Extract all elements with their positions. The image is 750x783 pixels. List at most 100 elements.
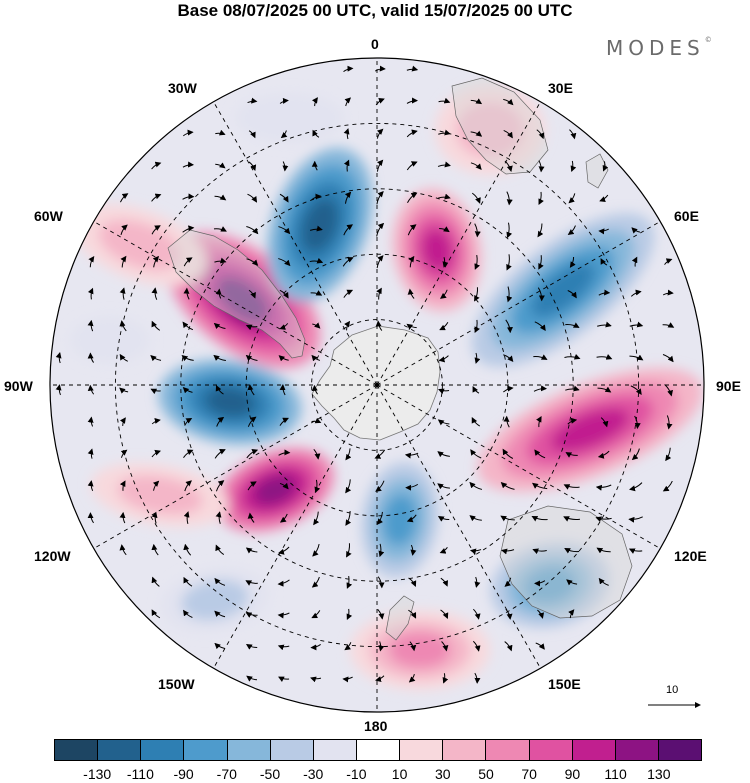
wind-arrow <box>470 130 483 137</box>
wind-arrow <box>344 191 352 204</box>
wind-arrow <box>569 129 577 140</box>
wind-arrow <box>87 448 94 459</box>
wind-arrow <box>503 354 514 363</box>
wind-arrow <box>183 511 190 525</box>
wind-arrow <box>505 319 513 334</box>
wind-arrow <box>151 417 161 425</box>
wind-arrow <box>378 543 385 558</box>
wind-arrow <box>470 162 482 170</box>
wind-arrow <box>279 417 289 426</box>
wind-arrow <box>598 289 611 296</box>
colorbar-segment <box>486 740 530 760</box>
wind-arrow <box>438 388 450 395</box>
wind-arrow <box>245 580 258 586</box>
meridian-line <box>213 384 378 669</box>
wind-arrow <box>314 479 321 494</box>
wind-arrow <box>346 575 353 589</box>
wind-arrow <box>278 258 291 267</box>
lon-label-90w: 90W <box>4 378 33 394</box>
colorbar-segment <box>227 740 271 760</box>
wind-arrow <box>503 129 513 139</box>
wind-arrow <box>376 222 385 237</box>
wind-arrow <box>280 130 288 139</box>
wind-arrow <box>343 128 350 140</box>
lon-label-60w: 60W <box>34 208 63 224</box>
wind-arrow <box>506 254 512 271</box>
negative-anomaly-contour <box>301 198 339 252</box>
wind-arrow <box>151 609 161 619</box>
wind-arrow <box>564 548 579 554</box>
wind-arrow <box>282 161 289 172</box>
wind-arrow <box>501 548 515 555</box>
wind-arrow <box>471 417 481 427</box>
wind-arrow <box>470 98 483 105</box>
wind-arrow <box>564 353 581 360</box>
wind-arrow <box>536 416 542 428</box>
wind-arrow <box>565 385 580 392</box>
wind-arrow <box>310 676 322 683</box>
meridian-line <box>376 221 661 386</box>
wind-arrow <box>151 511 158 524</box>
wind-arrow <box>439 322 449 331</box>
wind-arrow <box>600 258 608 266</box>
wind-arrow <box>565 452 578 458</box>
wind-arrow <box>568 609 575 619</box>
wind-arrow <box>631 448 640 461</box>
wind-arrow <box>343 289 354 298</box>
wind-arrow <box>629 321 644 328</box>
wind-arrow <box>279 323 289 330</box>
wind-arrow <box>151 449 161 458</box>
meridian-line <box>93 221 378 386</box>
wind-arrow <box>183 449 194 458</box>
wind-arrow <box>246 675 258 682</box>
wind-arrow <box>345 479 352 494</box>
wind-arrow <box>666 415 673 430</box>
wind-arrow <box>628 548 643 554</box>
lon-label-60e: 60E <box>674 208 699 224</box>
wind-arrow <box>503 385 514 393</box>
wind-arrow <box>184 480 192 492</box>
wind-arrow <box>183 257 193 267</box>
wind-arrow <box>216 416 225 427</box>
wind-arrow <box>151 576 160 587</box>
wind-arrow <box>343 159 350 172</box>
wind-arrow <box>247 193 258 203</box>
wind-arrow <box>662 480 673 492</box>
wind-arrow <box>182 193 195 200</box>
wind-arrow <box>183 287 190 300</box>
wind-arrow <box>631 256 638 267</box>
colorbar-tick-label: 50 <box>478 766 494 782</box>
lon-label-90e: 90E <box>716 378 741 394</box>
wind-arrow <box>87 352 94 363</box>
wind-arrow <box>472 385 480 394</box>
colorbar-tick-label: 110 <box>604 766 627 782</box>
colorbar-segment <box>572 740 616 760</box>
wind-arrow <box>375 97 385 106</box>
wind-arrow <box>309 225 323 232</box>
wind-vectors <box>55 65 675 684</box>
wind-arrow <box>119 193 129 203</box>
wind-arrow <box>279 513 288 523</box>
wind-arrow <box>471 192 481 204</box>
wind-arrow <box>278 449 291 456</box>
madagascar <box>585 153 609 189</box>
wind-arrow <box>406 129 418 138</box>
wind-arrow <box>406 97 419 104</box>
colorbar-tick-label: -10 <box>346 766 367 782</box>
lon-label-0: 0 <box>371 36 379 52</box>
wind-arrow <box>342 676 353 683</box>
wind-arrow <box>311 610 321 619</box>
wind-arrow <box>119 387 129 394</box>
wind-arrow <box>182 225 195 233</box>
negative-anomaly-contour <box>235 93 345 143</box>
wind-arrow <box>469 515 482 522</box>
wind-arrow <box>437 451 450 458</box>
wind-arrow <box>377 609 385 620</box>
wind-arrow <box>442 673 449 684</box>
wind-arrow <box>597 321 612 328</box>
wind-arrow <box>472 608 481 620</box>
wind-arrow <box>119 353 128 362</box>
wind-arrow <box>151 320 161 331</box>
wind-arrow <box>469 481 483 490</box>
wind-arrow <box>504 641 513 652</box>
